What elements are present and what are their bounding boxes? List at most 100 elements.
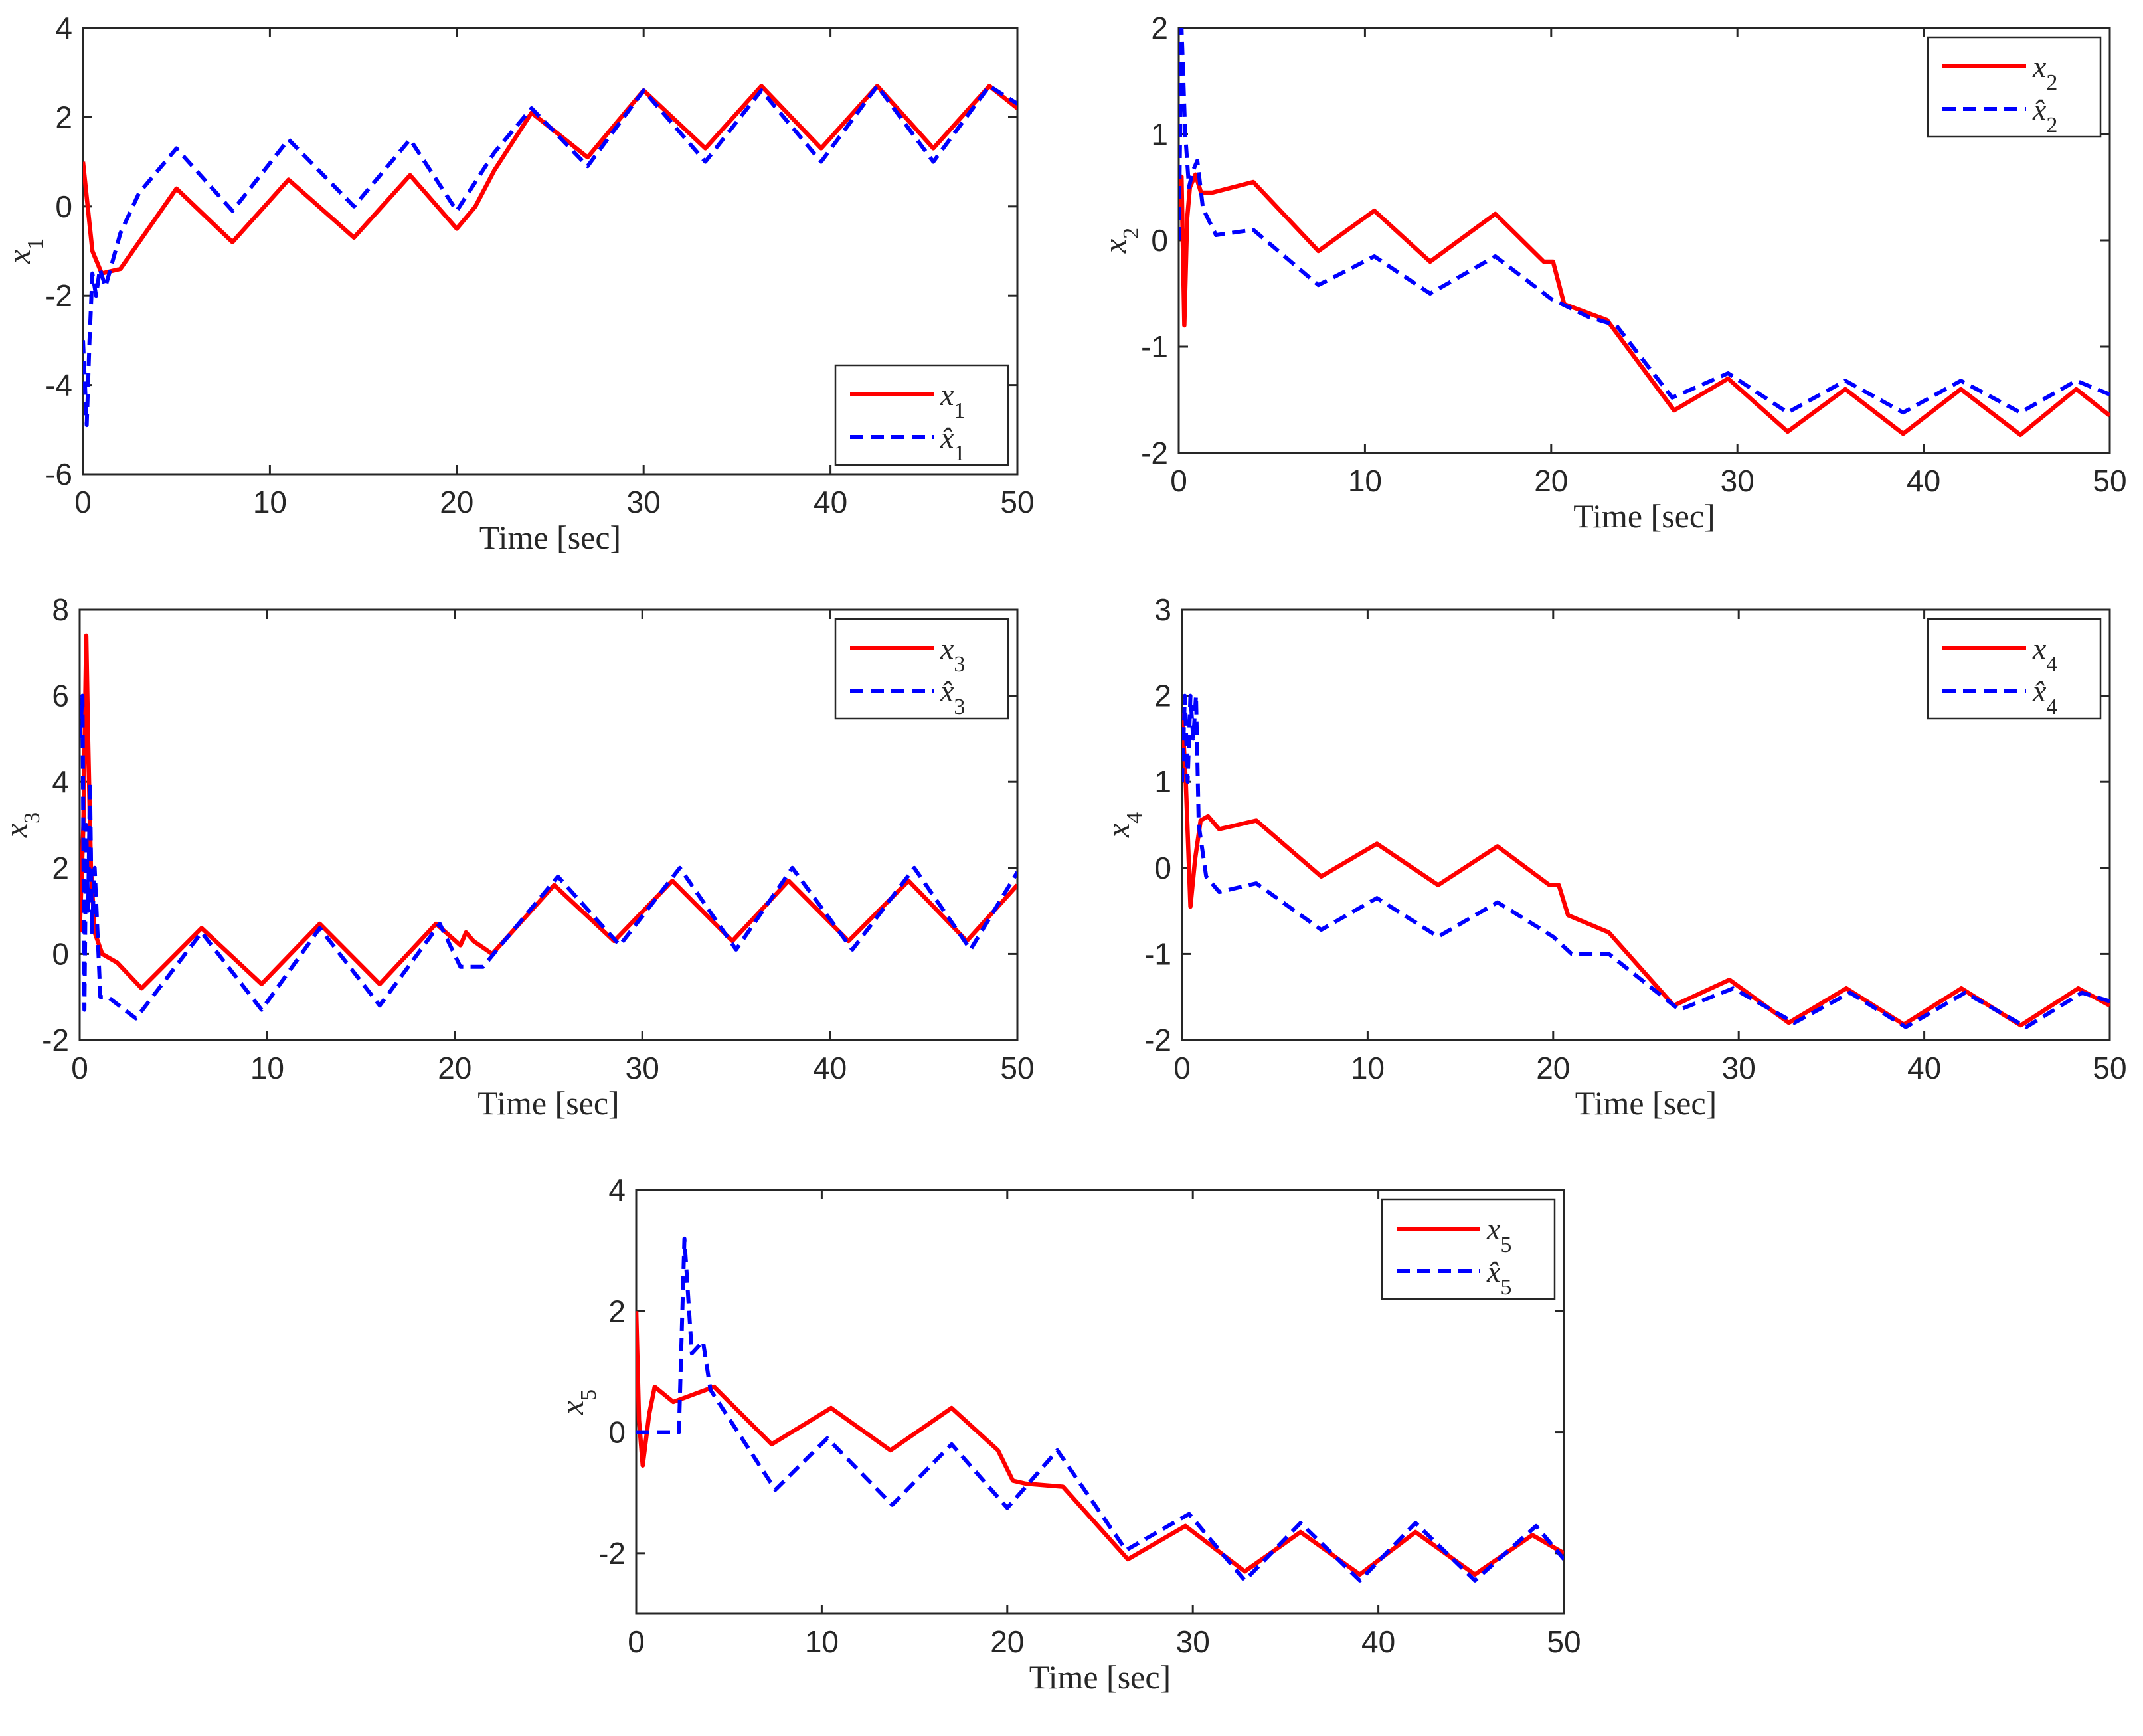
- y-tick-label: 2: [608, 1294, 626, 1328]
- x-tick-label: 0: [628, 1624, 645, 1659]
- x-tick-label: 50: [1547, 1624, 1581, 1659]
- y-tick-label: 2: [55, 100, 72, 134]
- y-axis-label: x1: [2, 238, 48, 264]
- legend: x3x̂3: [834, 618, 1009, 720]
- x-tick-label: 0: [1173, 1051, 1191, 1085]
- legend-label-x3_hat: x̂3: [940, 674, 965, 719]
- x-tick-label: 30: [1721, 464, 1755, 498]
- legend-label-x2: x2: [2032, 50, 2057, 95]
- series-line-x4_hat: [1182, 693, 2110, 1029]
- legend-label-x2_hat: x̂2: [2032, 92, 2057, 137]
- y-tick-label: -2: [1144, 1023, 1171, 1057]
- x-axis-label: Time [sec]: [477, 1085, 619, 1122]
- y-tick-label: 0: [1154, 851, 1171, 885]
- y-axis-label: x5: [555, 1389, 601, 1415]
- x-tick-label: 20: [440, 485, 473, 519]
- y-tick-label: 4: [55, 11, 72, 45]
- x-tick-label: 10: [253, 485, 287, 519]
- x-tick-label: 30: [627, 485, 661, 519]
- x-tick-label: 50: [1000, 485, 1034, 519]
- legend-box: [834, 618, 1009, 720]
- x-axis-label: Time [sec]: [1573, 497, 1715, 535]
- y-tick-label: -2: [1141, 436, 1168, 470]
- legend-label-x3: x3: [940, 632, 965, 677]
- y-tick-label: 1: [1154, 764, 1171, 799]
- y-tick-label: 8: [52, 592, 69, 627]
- x-tick-label: 10: [1351, 1051, 1385, 1085]
- x-tick-label: 0: [1170, 464, 1187, 498]
- y-tick-label: 0: [52, 936, 69, 971]
- legend-label-x1: x1: [940, 378, 965, 423]
- y-tick-label: 0: [55, 189, 72, 224]
- x-tick-label: 10: [250, 1051, 284, 1085]
- y-tick-label: -2: [45, 278, 72, 313]
- y-tick-label: -4: [45, 368, 72, 402]
- y-tick-label: -1: [1144, 936, 1171, 971]
- series-line-x5_hat: [636, 1236, 1564, 1583]
- y-tick-label: 2: [52, 851, 69, 885]
- x-tick-label: 40: [1907, 1051, 1941, 1085]
- x-tick-label: 20: [990, 1624, 1024, 1659]
- legend-label-x4_hat: x̂4: [2032, 674, 2057, 719]
- legend: x4x̂4: [1927, 618, 2102, 720]
- series-line-x1_hat: [83, 84, 1017, 428]
- legend: x1x̂1: [834, 364, 1009, 466]
- y-tick-label: 0: [1151, 223, 1168, 258]
- legend-label-x5_hat: x̂5: [1486, 1255, 1511, 1300]
- x-axis-label: Time [sec]: [1029, 1658, 1171, 1695]
- legend-box: [1381, 1198, 1556, 1300]
- y-tick-label: 2: [1151, 11, 1168, 45]
- y-tick-label: 6: [52, 679, 69, 713]
- y-tick-label: 3: [1154, 592, 1171, 627]
- y-tick-label: -1: [1141, 329, 1168, 364]
- x-tick-label: 0: [74, 485, 92, 519]
- x-tick-label: 50: [1000, 1051, 1034, 1085]
- x-tick-label: 20: [438, 1051, 471, 1085]
- legend-label-x4: x4: [2032, 632, 2057, 677]
- y-tick-label: 2: [1154, 679, 1171, 713]
- x-tick-label: 20: [1534, 464, 1568, 498]
- x-tick-label: 40: [1361, 1624, 1395, 1659]
- legend: x5x̂5: [1381, 1198, 1556, 1300]
- x-tick-label: 30: [1722, 1051, 1756, 1085]
- y-tick-label: 4: [52, 764, 69, 799]
- x-tick-label: 40: [1907, 464, 1940, 498]
- y-axis-label: x2: [1098, 228, 1144, 254]
- x-tick-label: 20: [1536, 1051, 1570, 1085]
- x-tick-label: 50: [2093, 464, 2126, 498]
- x-axis-label: Time [sec]: [1575, 1085, 1717, 1122]
- series-line-x3_hat: [80, 693, 1017, 1021]
- y-tick-label: -6: [45, 457, 72, 491]
- y-tick-label: 4: [608, 1173, 626, 1207]
- x-tick-label: 30: [626, 1051, 659, 1085]
- y-tick-label: 1: [1151, 117, 1168, 151]
- x-tick-label: 50: [2093, 1051, 2126, 1085]
- series-line-x1: [83, 84, 1017, 276]
- x-tick-label: 10: [1348, 464, 1382, 498]
- x-tick-label: 40: [814, 485, 847, 519]
- legend-label-x5: x5: [1486, 1212, 1511, 1257]
- x-axis-label: Time [sec]: [479, 519, 621, 556]
- series-line-x5: [636, 1311, 1564, 1577]
- y-tick-label: -2: [42, 1023, 69, 1057]
- series-line-x2_hat: [1179, 28, 2110, 415]
- legend-label-x1_hat: x̂1: [940, 420, 965, 466]
- x-tick-label: 10: [805, 1624, 839, 1659]
- x-tick-label: 40: [813, 1051, 847, 1085]
- y-axis-label: x4: [1101, 812, 1147, 838]
- y-tick-label: -2: [598, 1536, 626, 1571]
- legend-box: [1927, 618, 2102, 720]
- legend-box: [834, 364, 1009, 466]
- y-axis-label: x3: [0, 812, 44, 838]
- x-tick-label: 0: [71, 1051, 88, 1085]
- x-tick-label: 30: [1176, 1624, 1210, 1659]
- legend-box: [1927, 36, 2102, 138]
- y-tick-label: 0: [608, 1415, 626, 1450]
- legend: x2x̂2: [1927, 36, 2102, 138]
